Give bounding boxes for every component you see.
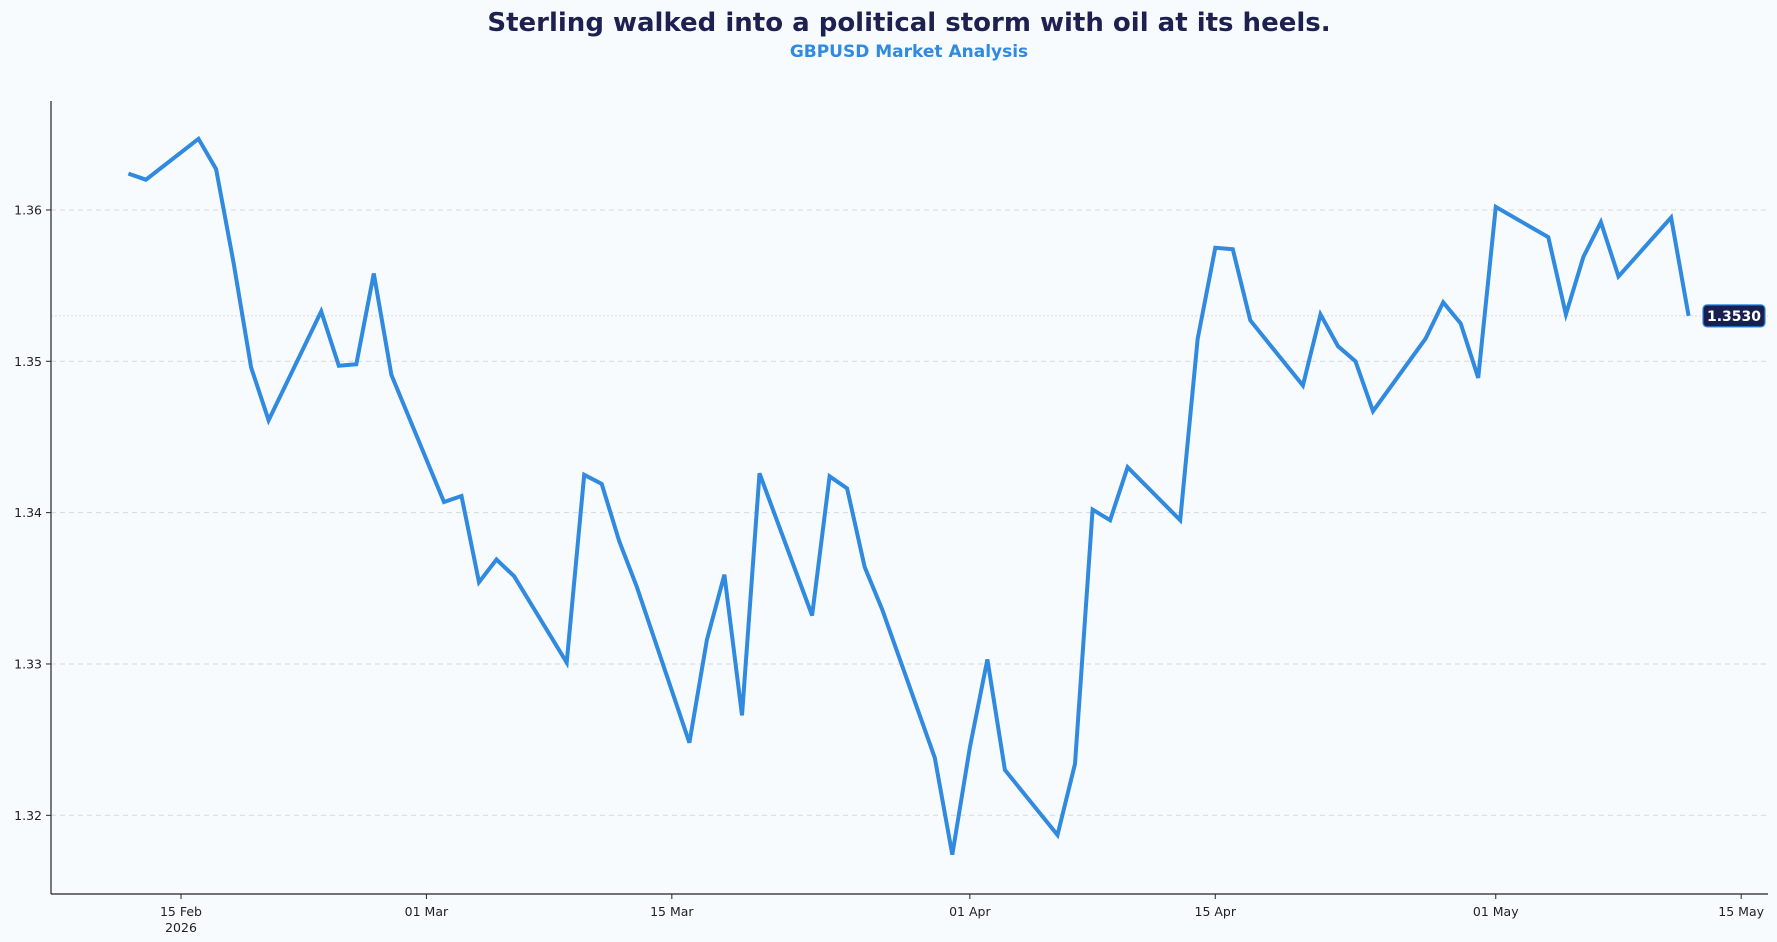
y-tick-label: 1.32 — [14, 808, 42, 823]
last-value-badge-bg — [1702, 304, 1766, 328]
chart-subtitle: GBPUSD Market Analysis — [790, 42, 1028, 62]
x-tick-label: 01 May — [1473, 904, 1519, 919]
y-tick-label: 1.34 — [14, 505, 42, 520]
y-tick-label: 1.36 — [14, 202, 42, 217]
grid-lines — [51, 209, 1768, 816]
x-tick-sublabel: 2026 — [165, 920, 197, 935]
y-tick-label: 1.33 — [14, 656, 42, 671]
x-tick-label: 15 Apr — [1195, 904, 1237, 919]
x-tick-label: 15 Mar — [650, 904, 694, 919]
axes — [46, 101, 1768, 899]
series-layer — [127, 135, 1691, 856]
x-tick-label: 15 Feb — [160, 904, 202, 919]
x-tick-label: 01 Mar — [405, 904, 449, 919]
chart-title: Sterling walked into a political storm w… — [487, 8, 1330, 38]
x-tick-label: 15 May — [1718, 904, 1764, 919]
x-tick-label: 01 Apr — [949, 904, 991, 919]
last-value-label: 1.3530 — [1707, 309, 1761, 325]
last-value-badge: 1.3530 — [1702, 304, 1766, 328]
series-line — [127, 135, 1691, 856]
y-tick-label: 1.35 — [14, 354, 42, 369]
